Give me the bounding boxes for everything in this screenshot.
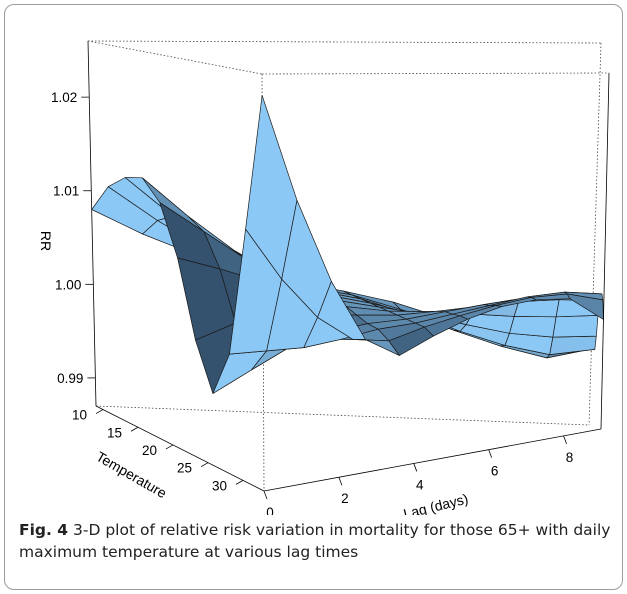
lag-tick-label-2: 2 — [341, 491, 349, 506]
box-edge-back-right — [588, 42, 602, 426]
box-edge-left — [87, 40, 97, 407]
box-edge-right — [600, 72, 610, 430]
temperature-tick-label-25: 25 — [177, 461, 192, 476]
temperature-tick-30 — [235, 480, 244, 485]
temperature-tick-label-10: 10 — [72, 408, 87, 423]
lag-tick-0 — [263, 490, 268, 500]
temperature-tick-label-15: 15 — [107, 425, 122, 440]
lag-tick-8 — [563, 435, 567, 445]
lag-tick-label-8: 8 — [566, 450, 574, 465]
temperature-tick-25 — [200, 462, 209, 468]
lag-tick-label-6: 6 — [491, 464, 499, 479]
rr-tick-label-1.02: 1.02 — [51, 90, 77, 105]
lag-tick-2 — [338, 477, 343, 486]
surface-facet-4-8 — [509, 316, 557, 338]
lag-tick-4 — [413, 463, 418, 472]
box-edge-bottom-front-right — [263, 428, 602, 492]
lag-tick-label-0: 0 — [266, 505, 274, 515]
box-edge-front-vertical — [261, 73, 265, 492]
lag-tick-6 — [488, 449, 493, 458]
box-edge-back-top — [87, 40, 602, 44]
temperature-tick-10 — [95, 409, 104, 414]
figure-caption: Fig. 4 3-D plot of relative risk variati… — [19, 519, 619, 563]
surface-plot: 0.99 1.00 1.01 1.02 RR 10 15 20 25 30 Temperature 0… — [38, 40, 610, 515]
surface-facet-4-9 — [552, 315, 599, 338]
rr-tick-label-1.01: 1.01 — [53, 184, 79, 199]
temperature-tick-label-20: 20 — [142, 443, 157, 458]
temperature-tick-15 — [130, 426, 139, 432]
rr-tick-label-0.99: 0.99 — [57, 371, 83, 386]
lag-tick-label-4: 4 — [416, 477, 424, 492]
caption-label: Fig. 4 — [19, 521, 69, 539]
temperature-axis-title: Temperature — [93, 448, 169, 501]
rr-axis-title: RR — [38, 231, 54, 251]
caption-text: 3-D plot of relative risk variation in m… — [19, 521, 611, 561]
figure-frame: 0.99 1.00 1.01 1.02 RR 10 15 20 25 30 Temperature 0… — [4, 4, 623, 590]
box-edge-top-front — [261, 72, 610, 75]
box-edge-bottom-front-left — [95, 405, 265, 492]
temperature-tick-label-30: 30 — [212, 478, 227, 493]
lag-axis-title: Lag (days) — [402, 490, 470, 515]
box-edge-back-bottom — [95, 405, 590, 426]
box-edge-top-left — [87, 40, 263, 75]
rr-tick-label-1.00: 1.00 — [55, 277, 81, 292]
temperature-tick-20 — [165, 444, 174, 450]
surface-facet-3-9 — [549, 335, 597, 355]
